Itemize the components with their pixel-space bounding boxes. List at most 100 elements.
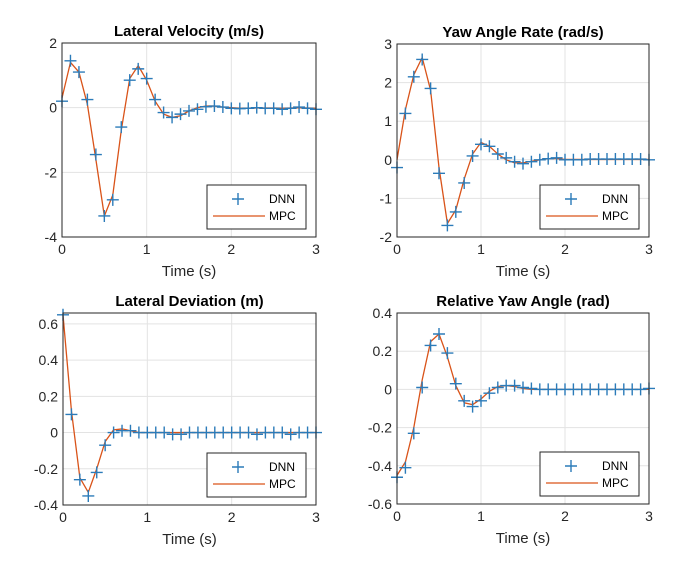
- y-tick-label: 0.2: [39, 388, 59, 404]
- legend-label-dnn: DNN: [269, 192, 295, 206]
- dnn-marker: [517, 157, 529, 170]
- subplot-4: 0 1 2 3 -0.6 -0.4 -0.2 0 0.2 0.4 Relative Yaw Angl…: [368, 293, 655, 547]
- dnn-marker: [433, 328, 445, 341]
- legend-box: [206, 184, 307, 230]
- dnn-marker: [416, 53, 429, 66]
- y-tick-label: 0: [49, 100, 57, 116]
- chart-title: Relative Yaw Angle (rad): [436, 293, 609, 310]
- dnn-marker: [90, 466, 103, 479]
- dnn-marker: [517, 381, 529, 394]
- legend-label-mpc: MPC: [269, 209, 296, 223]
- dnn-marker: [466, 400, 479, 413]
- dnn-marker: [533, 153, 546, 166]
- legend-label-dnn: DNN: [269, 460, 295, 474]
- dnn-marker: [183, 104, 195, 117]
- dnn-marker: [433, 167, 445, 180]
- dnn-marker: [208, 100, 221, 113]
- legend: DNN MPC: [539, 451, 640, 497]
- dnn-marker: [72, 66, 85, 79]
- dnn-marker: [466, 149, 479, 162]
- dnn-marker: [483, 140, 496, 153]
- dnn-marker: [475, 138, 487, 151]
- y-tick-label: 2: [384, 75, 392, 91]
- dnn-marker: [107, 426, 120, 439]
- dnn-marker: [575, 153, 588, 166]
- legend-label-mpc: MPC: [602, 209, 629, 223]
- dnn-marker: [293, 101, 306, 114]
- dnn-marker: [123, 74, 136, 87]
- y-tick-label: 3: [384, 36, 392, 52]
- dnn-marker: [407, 427, 420, 440]
- y-tick-label: 2: [49, 35, 57, 51]
- chart-title: Lateral Deviation (m): [115, 293, 263, 310]
- x-tick-label: 2: [561, 241, 569, 257]
- dnn-marker: [82, 489, 95, 502]
- x-tick-label: 3: [645, 241, 653, 257]
- legend: DNN MPC: [206, 452, 307, 498]
- x-axis-label: Time (s): [162, 263, 216, 280]
- dnn-marker: [191, 103, 204, 116]
- axes-box: [396, 312, 650, 505]
- dnn-marker: [64, 54, 77, 67]
- dnn-marker: [81, 93, 94, 106]
- subplot-1: 0 1 2 3 -4 -2 0 2 Lateral Velocity (m/s) Time (s)…: [45, 23, 322, 280]
- y-tick-label: 1: [384, 113, 392, 129]
- dnn-marker: [441, 347, 454, 360]
- dnn-marker: [132, 62, 145, 75]
- x-tick-label: 0: [58, 241, 66, 257]
- axes-box: [61, 42, 317, 238]
- dnn-marker: [458, 176, 471, 189]
- dnn-marker: [407, 70, 420, 83]
- legend-dnn-marker: [232, 193, 244, 205]
- y-tick-label: 0.4: [373, 305, 393, 321]
- y-tick-label: -4: [45, 229, 58, 245]
- x-tick-label: 2: [228, 509, 236, 525]
- chart-title: Yaw Angle Rate (rad/s): [442, 24, 603, 41]
- dnn-marker: [140, 72, 153, 85]
- x-tick-label: 1: [143, 509, 151, 525]
- dnn-marker: [508, 155, 521, 168]
- y-tick-label: -0.6: [368, 496, 392, 512]
- legend-box: [206, 452, 307, 498]
- dnn-marker: [89, 148, 102, 161]
- dnn-marker: [301, 102, 314, 115]
- legend-label-mpc: MPC: [602, 476, 629, 490]
- dnn-marker: [276, 103, 289, 116]
- dnn-marker: [106, 193, 119, 206]
- dnn-marker: [216, 101, 229, 114]
- dnn-marker: [634, 153, 647, 166]
- subplot-2: 0 1 2 3 -2 -1 0 1 2 3 Yaw Angle Rate (rad/s) Time (…: [380, 24, 655, 280]
- y-tick-label: 0: [384, 381, 392, 397]
- dnn-marker: [542, 152, 555, 165]
- dnn-marker: [508, 379, 521, 392]
- legend-box: [539, 184, 640, 230]
- dnn-marker: [175, 428, 188, 441]
- y-tick-label: 0.4: [39, 352, 59, 368]
- dnn-marker: [449, 205, 462, 218]
- dnn-marker: [267, 102, 280, 115]
- dnn-marker: [525, 155, 538, 168]
- axes-box: [396, 43, 650, 238]
- dnn-marker: [73, 473, 86, 486]
- x-tick-label: 1: [477, 241, 485, 257]
- dnn-marker: [491, 381, 504, 394]
- x-axis-label: Time (s): [496, 530, 550, 547]
- dnn-marker: [449, 377, 462, 390]
- x-axis-label: Time (s): [162, 531, 216, 548]
- x-tick-label: 0: [393, 241, 401, 257]
- x-tick-label: 1: [143, 241, 151, 257]
- x-tick-label: 3: [645, 508, 653, 524]
- legend-label-mpc: MPC: [269, 477, 296, 491]
- x-axis-label: Time (s): [496, 263, 550, 280]
- y-tick-label: -0.4: [34, 497, 58, 513]
- dnn-marker: [115, 121, 128, 134]
- dnn-marker: [276, 426, 289, 439]
- legend: DNN MPC: [539, 184, 640, 230]
- y-tick-label: -0.2: [368, 420, 392, 436]
- dnn-marker: [242, 426, 255, 439]
- axes-box: [62, 312, 317, 506]
- legend-dnn-marker: [565, 460, 577, 472]
- x-tick-label: 3: [312, 241, 320, 257]
- chart-title: Lateral Velocity (m/s): [114, 23, 264, 40]
